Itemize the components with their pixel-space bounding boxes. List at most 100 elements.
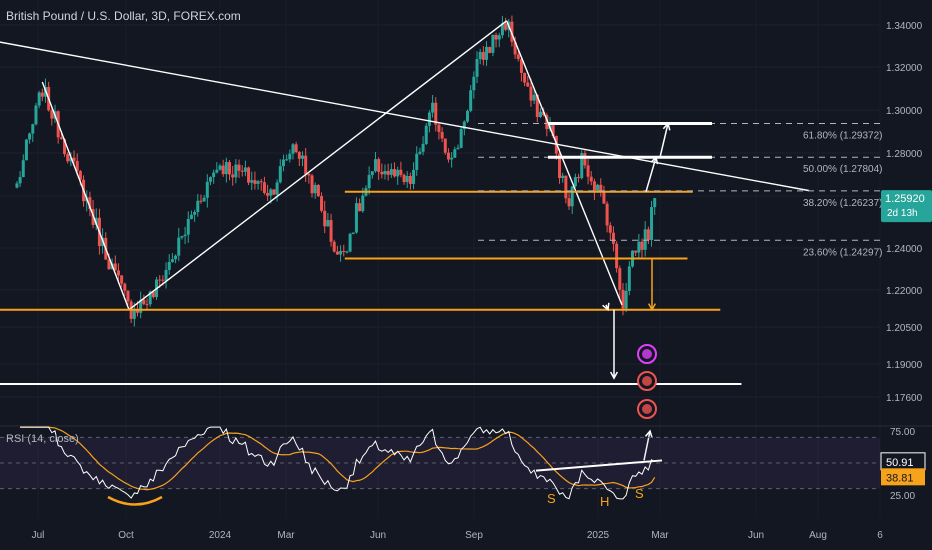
candle-body bbox=[446, 152, 450, 160]
event-icon-dot bbox=[642, 376, 652, 386]
price-tick-label: 1.20500 bbox=[886, 323, 923, 334]
candle-body bbox=[478, 51, 482, 60]
candle-body bbox=[469, 90, 473, 111]
candle-body bbox=[224, 162, 228, 175]
candle-body bbox=[231, 174, 235, 178]
candle-body bbox=[618, 268, 622, 290]
candle-body bbox=[164, 269, 168, 281]
candle-body bbox=[259, 181, 263, 183]
time-tick-label: Aug bbox=[809, 530, 827, 541]
candle-body bbox=[15, 183, 19, 188]
candle-body bbox=[564, 175, 568, 199]
candle-body bbox=[136, 310, 139, 313]
candle-body bbox=[326, 220, 330, 227]
candle-body bbox=[615, 243, 619, 269]
candle-body bbox=[532, 94, 536, 101]
rsi-ma-value-label: 38.81 bbox=[886, 472, 914, 484]
candle-body bbox=[212, 172, 216, 178]
price-axis: 1.340001.320001.300001.280001.260001.240… bbox=[881, 21, 932, 404]
time-tick-label: Oct bbox=[118, 530, 134, 541]
time-tick-label: 6 bbox=[877, 530, 883, 541]
candle-body bbox=[599, 184, 603, 192]
candle-body bbox=[120, 275, 124, 284]
candle-body bbox=[161, 279, 165, 281]
time-tick-label: Mar bbox=[651, 530, 669, 541]
rsi-neckline bbox=[535, 459, 663, 472]
candle-body bbox=[605, 203, 609, 226]
candle-body bbox=[453, 149, 457, 158]
last-price-label: 1.25920 bbox=[885, 193, 925, 205]
candle-body bbox=[450, 157, 454, 160]
candle-body bbox=[472, 76, 476, 91]
candle-body bbox=[545, 115, 549, 130]
price-tick-label: 1.22000 bbox=[886, 286, 923, 297]
candle-body bbox=[72, 157, 76, 161]
candle-body bbox=[40, 92, 44, 97]
candle-body bbox=[262, 182, 266, 193]
candle-body bbox=[107, 259, 111, 270]
candle-body bbox=[88, 197, 92, 210]
candle-body bbox=[358, 203, 362, 212]
candle-body bbox=[339, 250, 343, 255]
candle-body bbox=[24, 139, 28, 161]
rsi-tick-label: 75.00 bbox=[890, 427, 915, 438]
candle-body bbox=[558, 153, 562, 178]
chart-title: British Pound / U.S. Dollar, 3D, FOREX.c… bbox=[6, 9, 241, 23]
trendline bbox=[0, 41, 810, 192]
price-tick-label: 1.30000 bbox=[886, 106, 923, 117]
candle-body bbox=[589, 176, 593, 182]
candle-body bbox=[383, 170, 387, 175]
event-icon-dot bbox=[642, 404, 652, 414]
candle-body bbox=[301, 155, 304, 159]
candle-body bbox=[332, 241, 336, 252]
candle-body bbox=[513, 41, 517, 55]
candle-body bbox=[310, 175, 314, 194]
candle-body bbox=[602, 191, 606, 204]
time-tick-label: 2024 bbox=[209, 530, 232, 541]
candle-body bbox=[462, 121, 466, 130]
candle-body bbox=[304, 155, 308, 174]
candle-body bbox=[367, 174, 371, 189]
candle-body bbox=[431, 102, 435, 113]
candle-body bbox=[608, 225, 612, 233]
candle-body bbox=[205, 181, 209, 198]
time-tick-label: Jun bbox=[370, 530, 386, 541]
fib-label: 50.00% (1.27804) bbox=[803, 164, 883, 175]
candle-body bbox=[396, 169, 400, 177]
candle-body bbox=[440, 131, 444, 139]
fib-label: 23.60% (1.24297) bbox=[803, 247, 883, 258]
time-axis: Jul Oct 2024 Mar Jun Sep 2025 Mar Jun Aug 6 bbox=[32, 530, 884, 541]
candle-body bbox=[50, 110, 54, 119]
candle-body bbox=[313, 184, 317, 194]
candle-body bbox=[183, 234, 187, 237]
candle-body bbox=[158, 279, 162, 281]
candle-body bbox=[78, 170, 82, 180]
candle-body bbox=[377, 159, 381, 172]
time-tick-label: Sep bbox=[465, 530, 483, 541]
candle-body bbox=[75, 160, 79, 171]
candle-body bbox=[580, 153, 584, 179]
candle-body bbox=[234, 164, 238, 178]
candle-body bbox=[491, 34, 495, 53]
candle-body bbox=[294, 144, 298, 153]
candle-body bbox=[18, 177, 22, 184]
candle-body bbox=[59, 137, 63, 140]
countdown-label: 2d 13h bbox=[887, 208, 918, 219]
candle-body bbox=[427, 112, 431, 126]
candle-body bbox=[275, 182, 279, 195]
candle-body bbox=[485, 46, 489, 60]
candle-body bbox=[66, 154, 70, 162]
candle-body bbox=[634, 250, 638, 253]
candle-body bbox=[577, 177, 581, 179]
down-arrow-head bbox=[609, 371, 619, 380]
candle-body bbox=[288, 153, 292, 160]
candle-body bbox=[31, 124, 35, 134]
candle-body bbox=[405, 175, 409, 183]
candle-body bbox=[269, 189, 273, 196]
sh-annotation: S bbox=[547, 491, 556, 506]
candle-body bbox=[297, 152, 301, 159]
candle-body bbox=[504, 23, 508, 30]
rsi-value-label: 50.91 bbox=[886, 457, 914, 469]
candle-body bbox=[466, 110, 469, 122]
